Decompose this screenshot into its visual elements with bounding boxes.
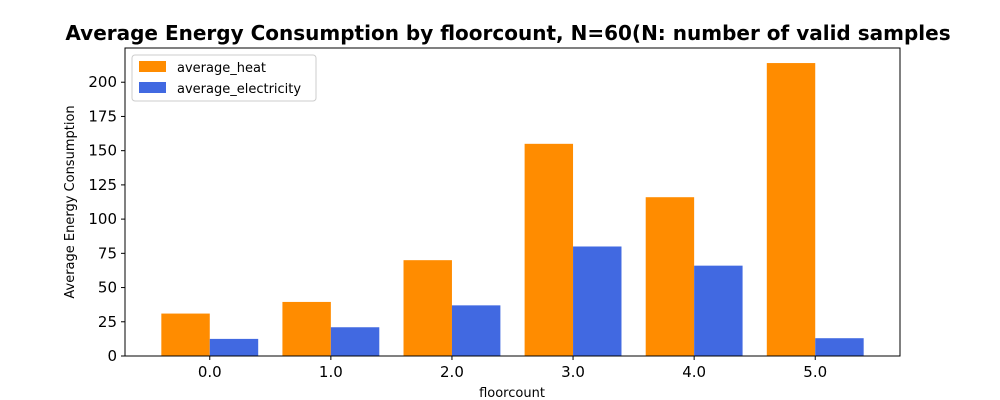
bar-average-heat-0.0 (161, 313, 210, 356)
bar-average-electricity-3.0 (573, 246, 622, 356)
x-axis-label: floorcount (479, 386, 545, 400)
x-tick-label: 0.0 (198, 363, 222, 381)
bar-average-electricity-5.0 (815, 338, 864, 356)
y-tick-label: 125 (88, 176, 117, 194)
y-tick-label: 100 (88, 210, 117, 228)
y-axis-label: Average Energy Consumption (63, 105, 78, 298)
plot-area: 0.0 1.0 2.0 3.0 4.0 5.0 0 25 50 75 100 125 150 175 20… (88, 47, 901, 381)
bar-average-heat-4.0 (645, 197, 695, 356)
y-tick-label: 175 (88, 107, 117, 125)
bar-average-electricity-2.0 (451, 305, 501, 356)
y-axis: 0 25 50 75 100 125 150 175 200 (88, 73, 125, 365)
legend-swatch-average-electricity (139, 82, 166, 93)
x-tick-label: 4.0 (682, 363, 706, 381)
bar-average-heat-5.0 (766, 63, 816, 357)
bars-layer (161, 63, 864, 357)
x-tick-label: 1.0 (319, 363, 343, 381)
legend-swatch-average-heat (139, 61, 166, 72)
bar-average-electricity-1.0 (330, 327, 380, 356)
x-axis: 0.0 1.0 2.0 3.0 4.0 5.0 (198, 356, 827, 381)
y-tick-label: 200 (88, 73, 117, 91)
x-tick-label: 2.0 (440, 363, 464, 381)
bar-average-electricity-0.0 (209, 338, 259, 356)
y-tick-label: 25 (98, 313, 117, 331)
y-tick-label: 75 (98, 244, 117, 262)
x-tick-label: 5.0 (803, 363, 827, 381)
bar-average-heat-2.0 (403, 260, 452, 356)
legend-label-average-electricity: average_electricity (177, 82, 301, 97)
bar-average-heat-1.0 (282, 301, 331, 356)
bar-average-heat-3.0 (524, 143, 574, 356)
x-tick-label: 3.0 (561, 363, 585, 381)
y-tick-label: 150 (88, 142, 117, 160)
y-tick-label: 50 (98, 279, 117, 297)
bar-average-electricity-4.0 (694, 265, 743, 356)
chart-title: Average Energy Consumption by floorcount… (65, 21, 950, 45)
legend: average_heat average_electricity (131, 54, 317, 102)
legend-label-average-heat: average_heat (177, 61, 266, 76)
y-tick-label: 0 (107, 347, 117, 365)
plot-frame (124, 47, 901, 357)
legend-box (131, 54, 317, 102)
